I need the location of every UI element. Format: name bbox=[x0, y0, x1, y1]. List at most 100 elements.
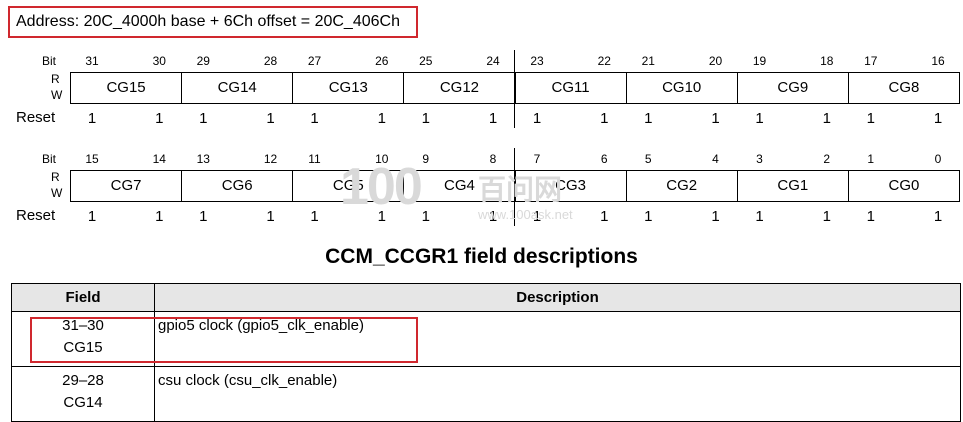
bit-number: 9 bbox=[422, 152, 430, 166]
bit-number: 28 bbox=[263, 54, 278, 68]
register-field: CG0 bbox=[847, 171, 959, 201]
bit-number: 30 bbox=[152, 54, 166, 68]
watermark-url: www.100ask.net bbox=[478, 207, 573, 222]
description-cell: csu clock (csu_clk_enable) bbox=[154, 366, 961, 422]
reset-value: 1 bbox=[532, 208, 542, 225]
bit-number: 17 bbox=[864, 54, 878, 68]
bit-number: 20 bbox=[708, 54, 723, 68]
bit-number: 22 bbox=[597, 54, 611, 68]
register-field: CG10 bbox=[625, 73, 737, 103]
table-header-row: Field Description bbox=[11, 283, 961, 312]
reset-value: 1 bbox=[711, 110, 720, 127]
bit-label: Bit bbox=[42, 54, 57, 68]
reset-value: 1 bbox=[310, 110, 319, 127]
reset-value: 1 bbox=[87, 208, 97, 225]
bit-number: 14 bbox=[152, 152, 166, 166]
table-title: CCM_CCGR1 field descriptions bbox=[325, 245, 638, 268]
register-field: CG11 bbox=[514, 73, 626, 103]
table-row: 29–28 CG14 csu clock (csu_clk_enable) bbox=[11, 366, 961, 422]
bit-number: 16 bbox=[931, 54, 945, 68]
register-field: CG13 bbox=[292, 73, 403, 103]
bit-number: 31 bbox=[85, 54, 99, 68]
bit-number: 0 bbox=[934, 152, 942, 166]
reset-value: 1 bbox=[933, 208, 943, 225]
highlight-box-cg15-row bbox=[30, 317, 418, 363]
reset-value: 1 bbox=[266, 110, 275, 127]
bit-number: 1 bbox=[867, 152, 875, 166]
byte-divider bbox=[514, 50, 515, 128]
bit-number: 27 bbox=[307, 54, 322, 68]
field-column-header: Field bbox=[11, 283, 155, 312]
bit-number: 26 bbox=[375, 54, 389, 68]
register-address-box: Address: 20C_4000h base + 6Ch offset = 2… bbox=[8, 6, 418, 38]
register-field: CG5 bbox=[292, 171, 403, 201]
bit-number: 12 bbox=[263, 152, 278, 166]
register-field: CG9 bbox=[736, 73, 848, 103]
bit-number: 21 bbox=[641, 54, 655, 68]
register-field: CG12 bbox=[403, 73, 514, 103]
reset-value: 1 bbox=[755, 110, 764, 127]
reset-value: 1 bbox=[755, 208, 764, 225]
register-field: CG15 bbox=[106, 79, 146, 96]
register-field: CG14 bbox=[181, 73, 292, 103]
field-bits: 29–28 bbox=[62, 372, 104, 389]
bit-number: 24 bbox=[486, 54, 500, 68]
bit-number: 18 bbox=[820, 54, 834, 68]
bit-number: 10 bbox=[375, 152, 389, 166]
reset-value: 1 bbox=[822, 208, 831, 225]
register-field: CG1 bbox=[736, 171, 848, 201]
reset-value: 1 bbox=[199, 208, 208, 225]
reset-value: 1 bbox=[155, 110, 164, 127]
bit-number: 6 bbox=[600, 152, 608, 166]
reset-value: 1 bbox=[199, 110, 208, 127]
reset-value: 1 bbox=[532, 110, 542, 127]
reset-value: 1 bbox=[421, 208, 430, 225]
bit-number: 25 bbox=[419, 54, 433, 68]
reset-value: 1 bbox=[600, 208, 609, 225]
watermark-chinese-text: 百问网 bbox=[478, 174, 563, 205]
bit-number: 19 bbox=[752, 54, 767, 68]
bit-number: 7 bbox=[533, 152, 541, 166]
bit-number: 13 bbox=[196, 152, 210, 166]
reset-value: 1 bbox=[155, 208, 164, 225]
field-name: CG14 bbox=[63, 394, 103, 411]
reset-value: 1 bbox=[266, 208, 275, 225]
register-field: CG8 bbox=[847, 73, 959, 103]
register-field: CG3 bbox=[514, 171, 626, 201]
register-address-text: Address: 20C_4000h base + 6Ch offset = 2… bbox=[16, 13, 400, 30]
field-name: CG15 bbox=[63, 339, 103, 356]
bit-number: 8 bbox=[489, 152, 497, 166]
register-field: CG7 bbox=[110, 177, 142, 194]
watermark-logo: 100 bbox=[340, 158, 423, 216]
reset-value: 1 bbox=[711, 208, 720, 225]
bit-number: 4 bbox=[712, 152, 719, 166]
reset-value: 1 bbox=[488, 110, 498, 127]
field-descriptions-table: Field Description 31–30 CG15 gpio5 clock… bbox=[11, 283, 961, 422]
upper-register-fields: CG15 CG14 CG13 CG12 CG11 CG10 CG9 CG8 bbox=[70, 72, 960, 104]
field-cell: 29–28 CG14 bbox=[11, 366, 155, 422]
reset-value: 1 bbox=[310, 208, 319, 225]
reset-label: Reset bbox=[16, 207, 56, 224]
table-row: 31–30 CG15 gpio5 clock (gpio5_clk_enable… bbox=[11, 311, 961, 367]
read-label: R bbox=[51, 170, 60, 184]
bit-number: 15 bbox=[85, 152, 99, 166]
register-field: CG6 bbox=[181, 171, 292, 201]
field-bits: 31–30 bbox=[62, 317, 104, 334]
register-field: CG4 bbox=[403, 171, 514, 201]
reset-label: Reset bbox=[16, 109, 56, 126]
lower-register-fields: CG7 CG6 CG5 CG4 CG3 CG2 CG1 CG0 bbox=[70, 170, 960, 202]
bit-label: Bit bbox=[42, 152, 57, 166]
reset-value: 1 bbox=[488, 208, 498, 225]
reset-value: 1 bbox=[822, 110, 831, 127]
bit-number: 11 bbox=[308, 152, 321, 166]
reset-value: 1 bbox=[866, 110, 875, 127]
description-column-header: Description bbox=[154, 283, 961, 312]
write-label: W bbox=[51, 186, 63, 200]
description-cell: gpio5 clock (gpio5_clk_enable) bbox=[154, 311, 961, 367]
reset-value: 1 bbox=[421, 110, 430, 127]
bit-number: 29 bbox=[196, 54, 210, 68]
bit-number: 2 bbox=[823, 152, 831, 166]
reset-value: 1 bbox=[377, 208, 386, 225]
reset-value: 1 bbox=[644, 208, 653, 225]
reset-value: 1 bbox=[644, 110, 653, 127]
